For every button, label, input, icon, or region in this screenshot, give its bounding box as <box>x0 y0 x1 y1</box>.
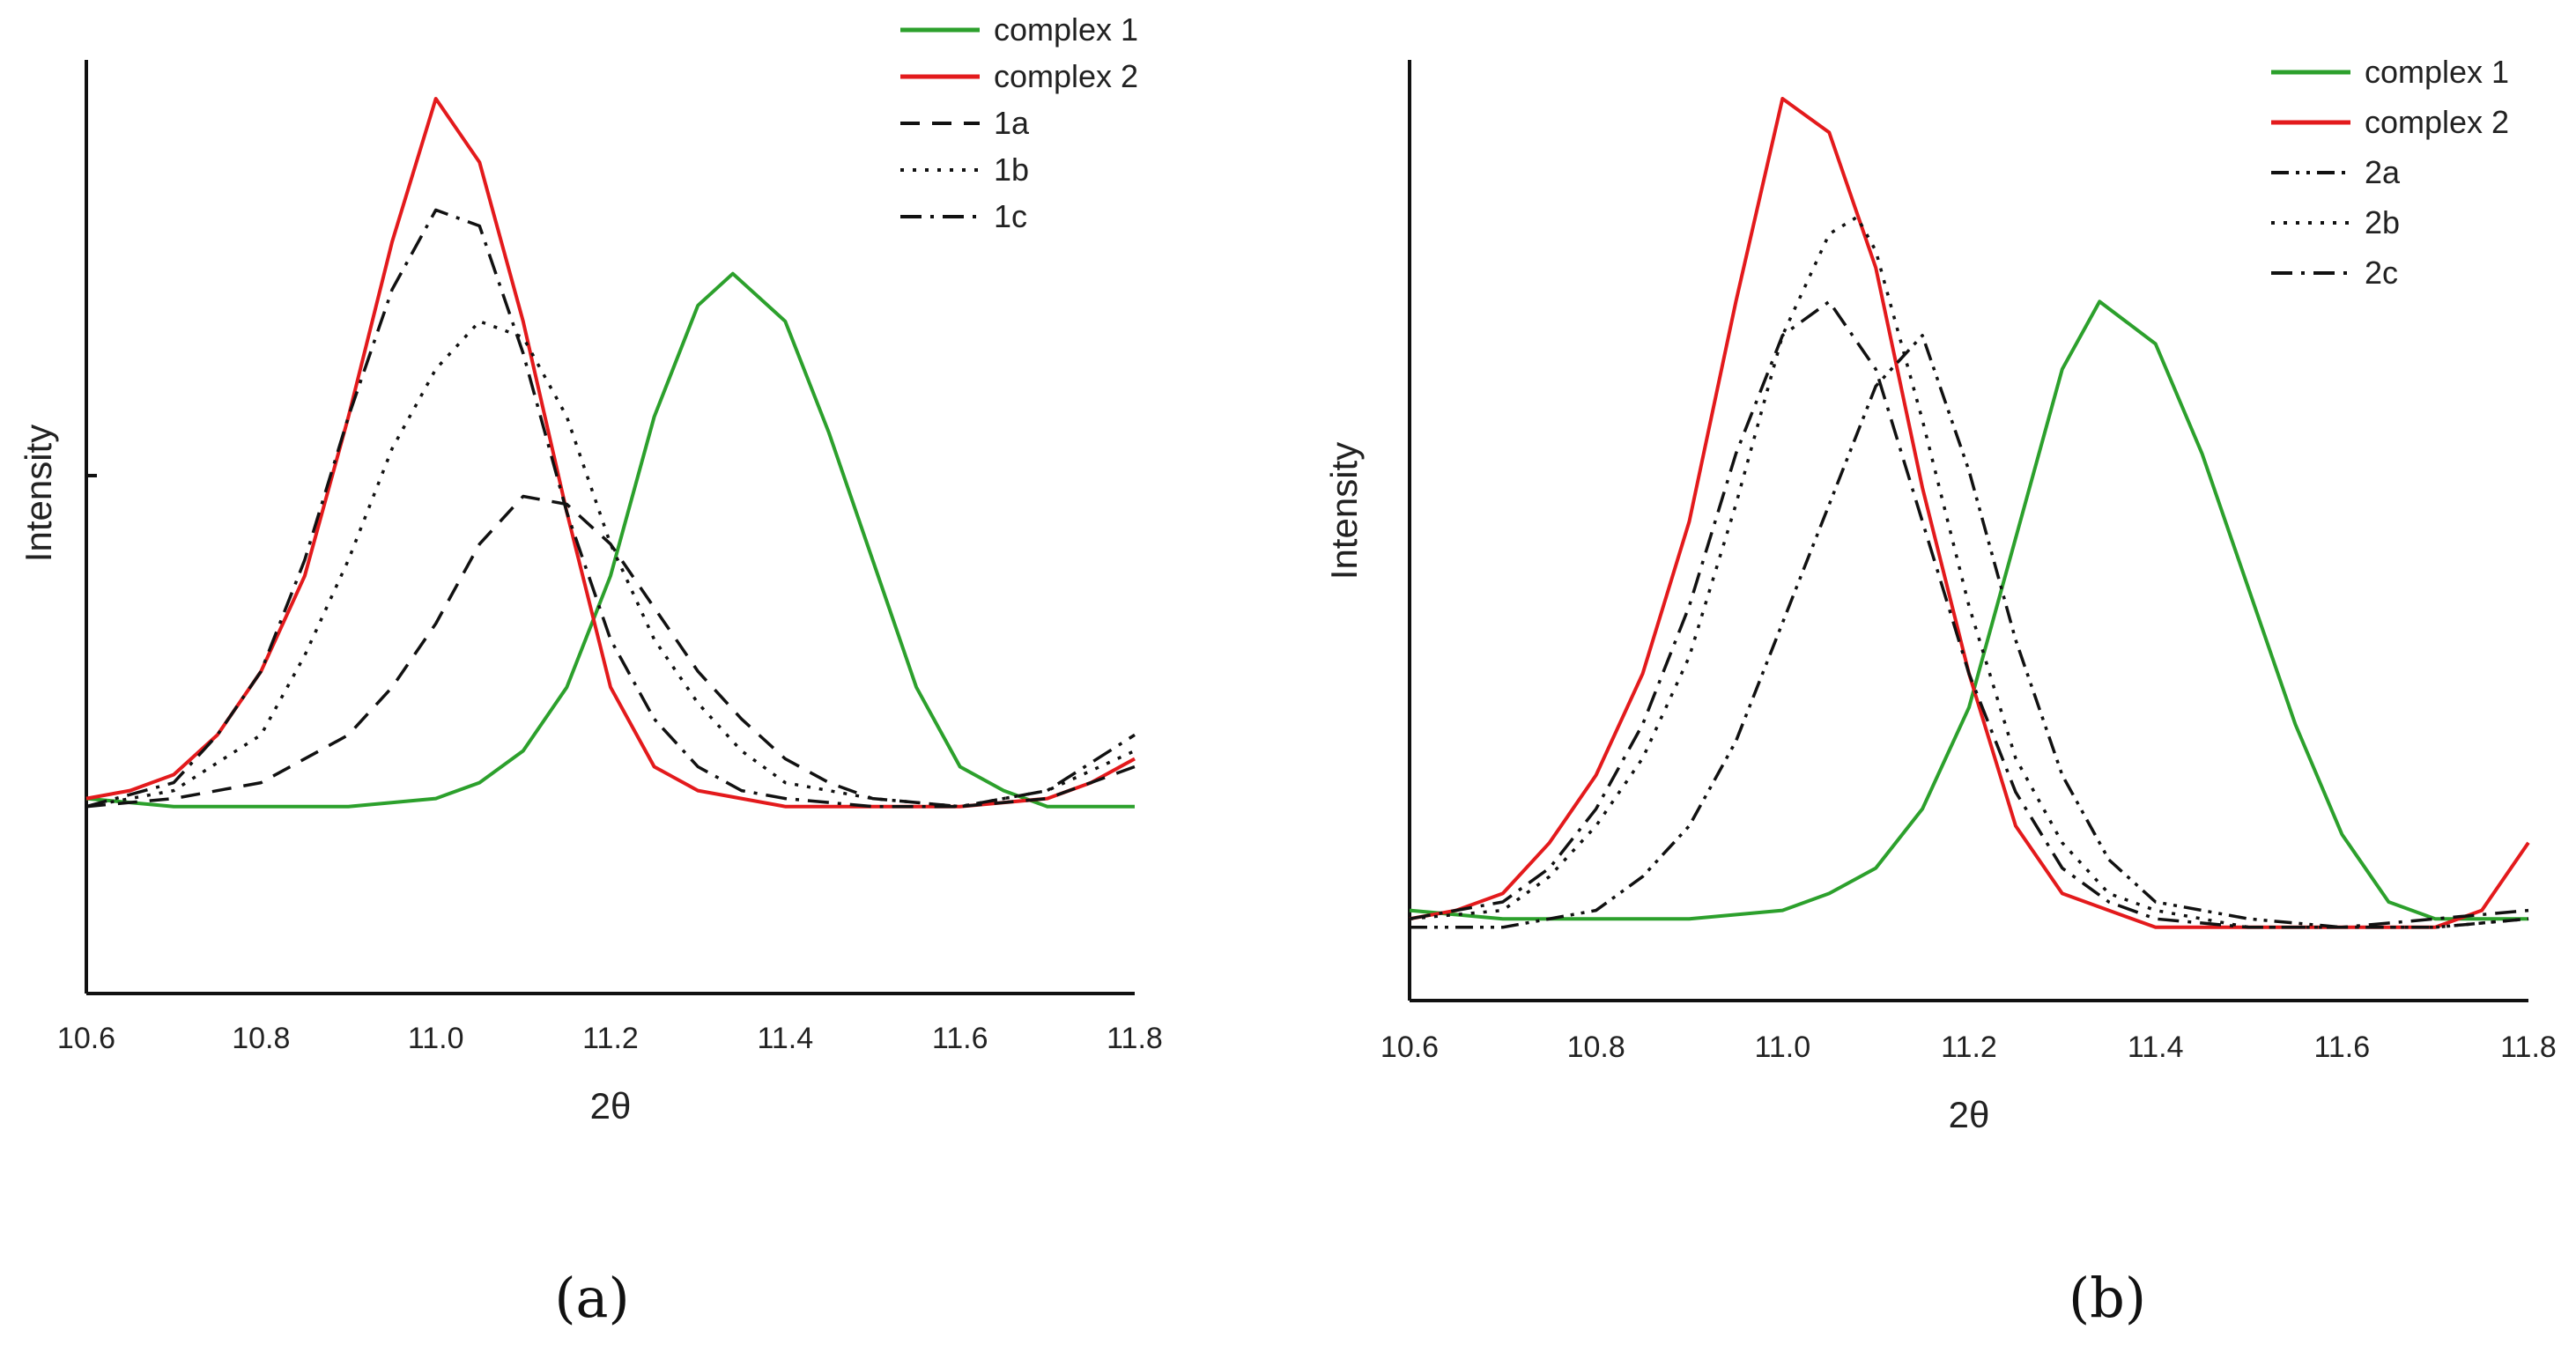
x-tick-label-a-1: 10.8 <box>232 1022 290 1055</box>
x-tick-label-b-4: 11.4 <box>2128 1031 2184 1064</box>
legend-label-2a-b: 2a <box>2365 154 2401 190</box>
x-axis-label-b: 2θ <box>1949 1094 1990 1135</box>
x-tick-label-a-5: 11.6 <box>932 1022 988 1055</box>
x-tick-label-b-6: 11.8 <box>2500 1031 2557 1064</box>
panel-a: 10.6 10.8 11.0 11.2 11.4 11.6 11.8 2θ Intensit… <box>18 11 1163 1330</box>
panel-caption-b: (b) <box>2069 1266 2146 1330</box>
panel-b: 10.6 10.8 11.0 11.2 11.4 11.6 11.8 2θ Intensit… <box>1323 54 2557 1330</box>
x-tick-label-a-6: 11.8 <box>1107 1022 1163 1055</box>
legend-label-2b-b: 2b <box>2365 204 2400 240</box>
series-line-1a-a <box>86 497 1135 807</box>
series-line-1c-a <box>86 210 1135 806</box>
series-line-2a-b <box>1410 336 2528 927</box>
legend-label-2c-b: 2c <box>2365 255 2398 291</box>
x-tick-label-a-3: 11.2 <box>582 1022 639 1055</box>
legend-label-1b-a: 1b <box>994 151 1029 188</box>
legend-b: complex 1 complex 2 2a 2b 2c <box>2271 54 2509 291</box>
legend-label-complex-1-b: complex 1 <box>2365 54 2509 90</box>
x-tick-label-b-5: 11.6 <box>2314 1031 2371 1064</box>
x-tick-label-b-1: 10.8 <box>1567 1031 1625 1064</box>
y-axis-label-a: Intensity <box>18 425 59 562</box>
x-tick-label-a-2: 11.0 <box>408 1022 464 1055</box>
series-line-2c-b <box>1410 301 2528 927</box>
series-line-complex-1-a <box>86 274 1135 807</box>
plot-area-a <box>86 99 1135 807</box>
series-line-complex-2-b <box>1410 99 2528 927</box>
x-ticks-b: 10.6 10.8 11.0 11.2 11.4 11.6 11.8 <box>1381 1031 2557 1064</box>
x-tick-label-b-0: 10.6 <box>1381 1031 1439 1064</box>
plot-area-b <box>1410 99 2528 927</box>
series-line-2b-b <box>1410 217 2528 927</box>
x-tick-label-a-0: 10.6 <box>57 1022 115 1055</box>
figure: 10.6 10.8 11.0 11.2 11.4 11.6 11.8 2θ Intensit… <box>0 0 2576 1352</box>
x-tick-label-b-3: 11.2 <box>1941 1031 1997 1064</box>
legend-label-complex-2-b: complex 2 <box>2365 104 2509 140</box>
legend-label-1c-a: 1c <box>994 198 1027 234</box>
legend-label-complex-2-a: complex 2 <box>994 58 1138 94</box>
x-tick-label-b-2: 11.0 <box>1755 1031 1811 1064</box>
x-tick-label-a-4: 11.4 <box>758 1022 814 1055</box>
x-axis-label-a: 2θ <box>590 1085 632 1127</box>
series-line-complex-1-b <box>1410 301 2528 919</box>
legend-label-1a-a: 1a <box>994 105 1030 141</box>
legend-a: complex 1 complex 2 1a 1b 1c <box>900 11 1138 234</box>
legend-label-complex-1-a: complex 1 <box>994 11 1138 48</box>
y-axis-label-b: Intensity <box>1323 442 1365 580</box>
panel-caption-a: (a) <box>554 1266 629 1330</box>
x-ticks-a: 10.6 10.8 11.0 11.2 11.4 11.6 11.8 <box>57 1022 1163 1055</box>
series-line-1b-a <box>86 321 1135 807</box>
series-line-complex-2-a <box>86 99 1135 807</box>
